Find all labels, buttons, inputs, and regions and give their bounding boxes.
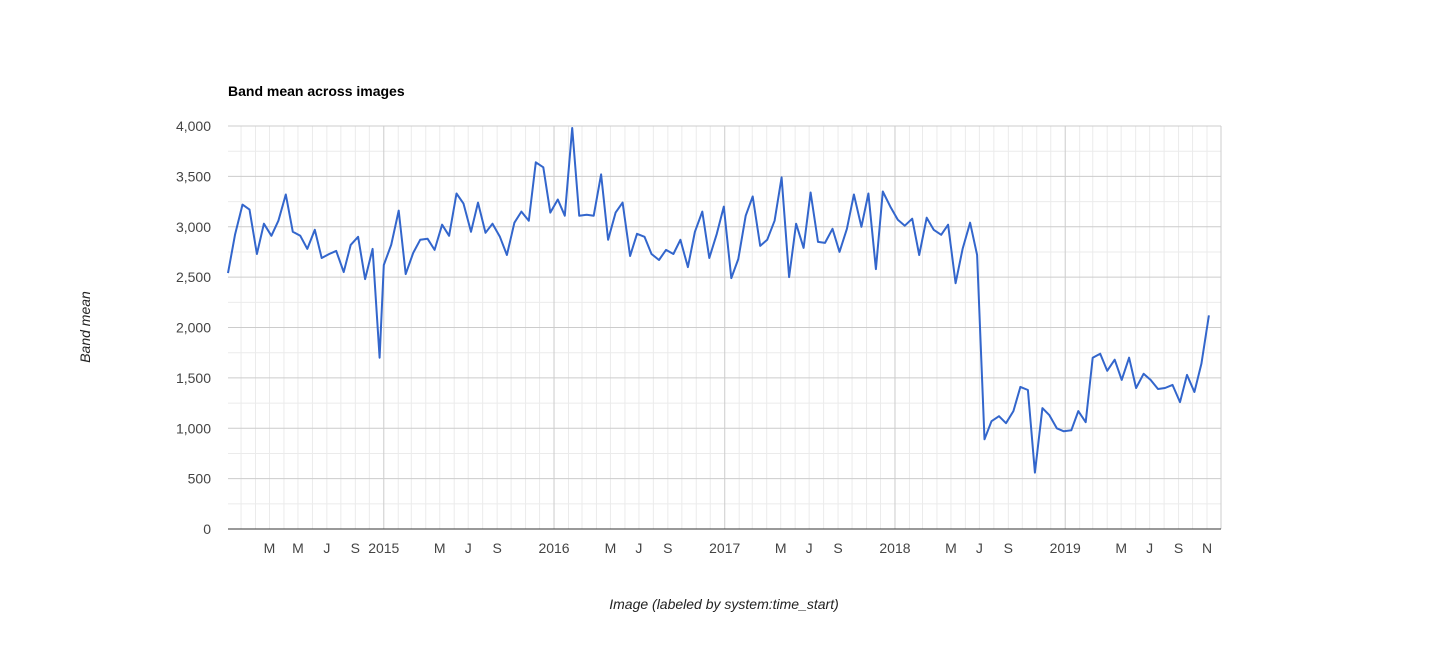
x-tick-label: S bbox=[663, 540, 672, 556]
x-tick-label: M bbox=[945, 540, 957, 556]
series-line bbox=[227, 127, 1210, 474]
x-tick-label: M bbox=[434, 540, 446, 556]
y-axis-title: Band mean bbox=[77, 291, 93, 363]
chart-title: Band mean across images bbox=[228, 83, 405, 99]
x-tick-label: N bbox=[1202, 540, 1212, 556]
x-tick-label: M bbox=[292, 540, 304, 556]
x-tick-label: J bbox=[976, 540, 983, 556]
x-tick-label: J bbox=[1146, 540, 1153, 556]
x-tick-label: S bbox=[351, 540, 360, 556]
x-tick-label: J bbox=[635, 540, 642, 556]
x-tick-label: M bbox=[1115, 540, 1127, 556]
x-tick-label: M bbox=[775, 540, 787, 556]
y-tick-label: 1,500 bbox=[176, 370, 211, 386]
x-tick-label: J bbox=[806, 540, 813, 556]
y-tick-label: 2,000 bbox=[176, 320, 211, 336]
x-axis-ticks: M M J S 2015 M J S 2016 M J S 2017 M J S 2018 M J S 2019 M J S N bbox=[264, 540, 1212, 556]
major-gridlines bbox=[228, 125, 1221, 529]
x-tick-label: S bbox=[492, 540, 501, 556]
y-tick-label: 3,000 bbox=[176, 219, 211, 235]
y-tick-label: 2,500 bbox=[176, 269, 211, 285]
x-tick-label: M bbox=[264, 540, 276, 556]
x-tick-label: S bbox=[1004, 540, 1013, 556]
y-tick-label: 500 bbox=[188, 471, 212, 487]
x-tick-label: 2016 bbox=[538, 540, 569, 556]
x-tick-label: 2019 bbox=[1050, 540, 1081, 556]
y-tick-label: 1,000 bbox=[176, 420, 211, 436]
x-tick-label: J bbox=[465, 540, 472, 556]
y-tick-label: 3,500 bbox=[176, 168, 211, 184]
series-group bbox=[227, 127, 1210, 474]
y-axis-ticks: 0 500 1,000 1,500 2,000 2,500 3,000 3,500 4,000 bbox=[176, 118, 211, 537]
y-tick-label: 4,000 bbox=[176, 118, 211, 134]
y-tick-label: 0 bbox=[203, 521, 211, 537]
x-tick-label: 2017 bbox=[709, 540, 740, 556]
x-tick-label: S bbox=[833, 540, 842, 556]
x-tick-label: 2018 bbox=[879, 540, 910, 556]
x-tick-label: 2015 bbox=[368, 540, 399, 556]
x-tick-label: J bbox=[323, 540, 330, 556]
x-tick-label: M bbox=[605, 540, 617, 556]
x-axis-title: Image (labeled by system:time_start) bbox=[609, 596, 839, 612]
x-tick-label: S bbox=[1174, 540, 1183, 556]
